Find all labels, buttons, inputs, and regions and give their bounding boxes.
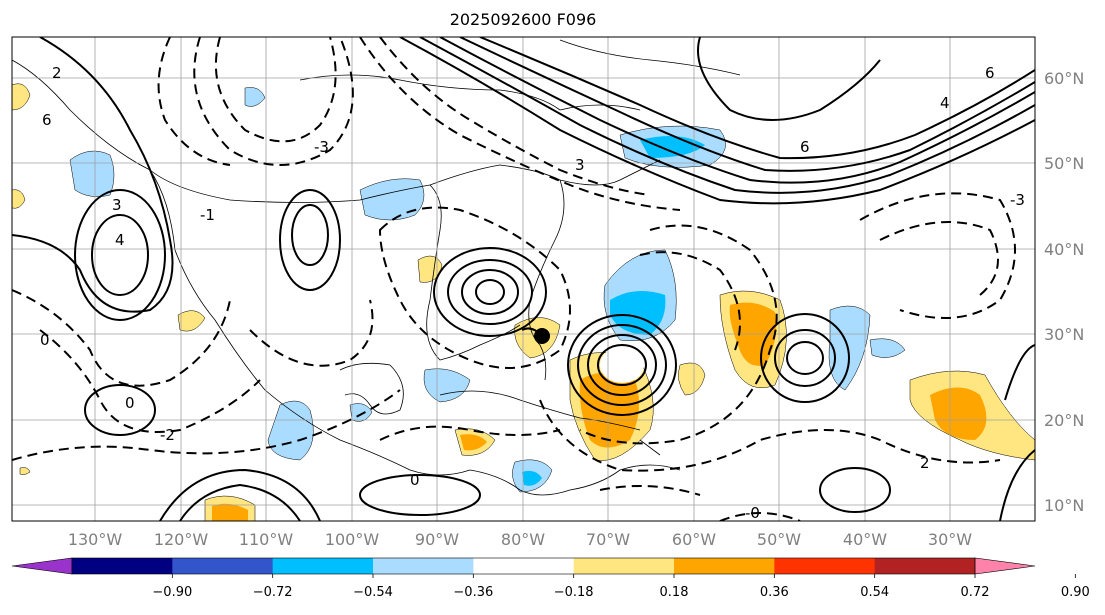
colorbar-swatch — [272, 558, 374, 574]
colorbar-swatch — [473, 558, 575, 574]
lon-label: 110°W — [239, 530, 294, 549]
colorbar-swatches — [11, 557, 1036, 575]
white-core — [600, 347, 644, 383]
lon-label: 40°W — [843, 530, 887, 549]
lon-label: 30°W — [928, 530, 972, 549]
blue-area — [69, 150, 115, 197]
blue-area — [267, 400, 314, 461]
colorbar-swatch — [774, 558, 876, 574]
contour-label: 0 — [125, 394, 135, 412]
warm-area — [460, 434, 487, 451]
coastline-layer — [12, 39, 741, 496]
lat-label: 20°N — [1044, 411, 1084, 430]
latitude-labels: 60°N 50°N 40°N 30°N 20°N 10°N — [1044, 69, 1084, 515]
contour-label: 0 — [410, 471, 420, 489]
lat-label: 30°N — [1044, 325, 1084, 344]
map-panel: 2 6 3 -1 4 -3 3 6 0 -0 0 6 4 -2 -3 0 2 — [11, 36, 1036, 522]
warm-area — [12, 83, 31, 111]
contour-label: -3 — [314, 138, 329, 156]
warm-area — [19, 467, 31, 475]
lat-label: 10°N — [1044, 496, 1084, 515]
colorbar-ticks: −0.90 −0.72 −0.54 −0.36 −0.18 0.18 0.36 0.54 0.7… — [152, 574, 1090, 600]
contour-label: -0 — [745, 504, 760, 522]
warm-area — [417, 255, 443, 283]
colorbar-tick-label: 0.18 — [660, 585, 689, 600]
colorbar-swatch — [573, 558, 675, 574]
colorbar-frame — [71, 557, 976, 575]
contour-label: 6 — [42, 111, 52, 129]
contour-label: 4 — [115, 231, 125, 249]
colorbar-swatch — [72, 558, 173, 574]
colorbar-tick-label: 0.36 — [760, 585, 789, 600]
contour-label: 2 — [920, 454, 930, 472]
blue-area — [349, 403, 373, 422]
contour-label: 6 — [985, 64, 995, 82]
lon-label: 90°W — [415, 530, 459, 549]
lon-label: 50°W — [757, 530, 801, 549]
lon-label: 60°W — [672, 530, 716, 549]
lon-label: 120°W — [154, 530, 209, 549]
warm-area — [212, 503, 248, 521]
map-frame — [11, 36, 1036, 522]
lat-label: 50°N — [1044, 154, 1084, 173]
lat-label: 60°N — [1044, 69, 1084, 88]
colorbar-swatch — [874, 558, 976, 574]
warm-area — [930, 387, 987, 440]
colorbar-swatch — [172, 558, 274, 574]
colorbar-tick-label: 0.72 — [961, 585, 990, 600]
colorbar-tick-label: 0.90 — [1061, 585, 1090, 600]
warm-area — [579, 372, 639, 448]
map-title: 2025092600 F096 — [450, 10, 597, 29]
blue-area — [244, 87, 266, 107]
contour-label: -2 — [160, 426, 175, 444]
shading-layer — [12, 83, 1035, 521]
colorbar-swatch — [674, 558, 775, 574]
contour-label: 2 — [52, 64, 62, 82]
colorbar-extend-max — [974, 557, 1036, 575]
contour-label: -1 — [200, 206, 215, 224]
colorbar-tick-label: −0.36 — [453, 585, 493, 600]
dashed-contours — [12, 37, 1016, 521]
blue-area — [423, 368, 471, 403]
lat-label: 40°N — [1044, 240, 1084, 259]
contour-label: 3 — [575, 156, 585, 174]
colorbar-tick-label: −0.90 — [152, 585, 192, 600]
warm-area — [12, 189, 26, 209]
colorbar-tick-label: −0.54 — [353, 585, 393, 600]
blue-area — [869, 338, 906, 358]
contour-labels: 2 6 3 -1 4 -3 3 6 0 -0 0 6 4 -2 -3 0 2 — [40, 64, 1025, 522]
contour-label: 6 — [800, 138, 810, 156]
lon-label: 130°W — [68, 530, 123, 549]
colorbar-extend-min — [11, 557, 73, 575]
colorbar-tick-label: 0.54 — [860, 585, 889, 600]
contour-label: 0 — [40, 331, 50, 349]
colorbar: −0.90 −0.72 −0.54 −0.36 −0.18 0.18 0.36 0.54 0.7… — [11, 557, 1090, 600]
colorbar-swatch — [373, 558, 474, 574]
contour-label: 4 — [940, 94, 950, 112]
colorbar-tick-label: −0.72 — [253, 585, 293, 600]
warm-area — [177, 310, 206, 332]
blue-area — [522, 470, 542, 486]
colorbar-tick-label: −0.18 — [554, 585, 594, 600]
lon-label: 70°W — [586, 530, 630, 549]
solid-contours — [12, 37, 1035, 521]
lon-label: 100°W — [325, 530, 380, 549]
lon-label: 80°W — [501, 530, 545, 549]
warm-area — [678, 362, 706, 396]
contour-label: -3 — [1010, 191, 1025, 209]
longitude-labels: 130°W 120°W 110°W 100°W 90°W 80°W 70°W 6… — [68, 530, 972, 549]
contour-label: 3 — [112, 196, 122, 214]
blue-area — [828, 305, 871, 391]
